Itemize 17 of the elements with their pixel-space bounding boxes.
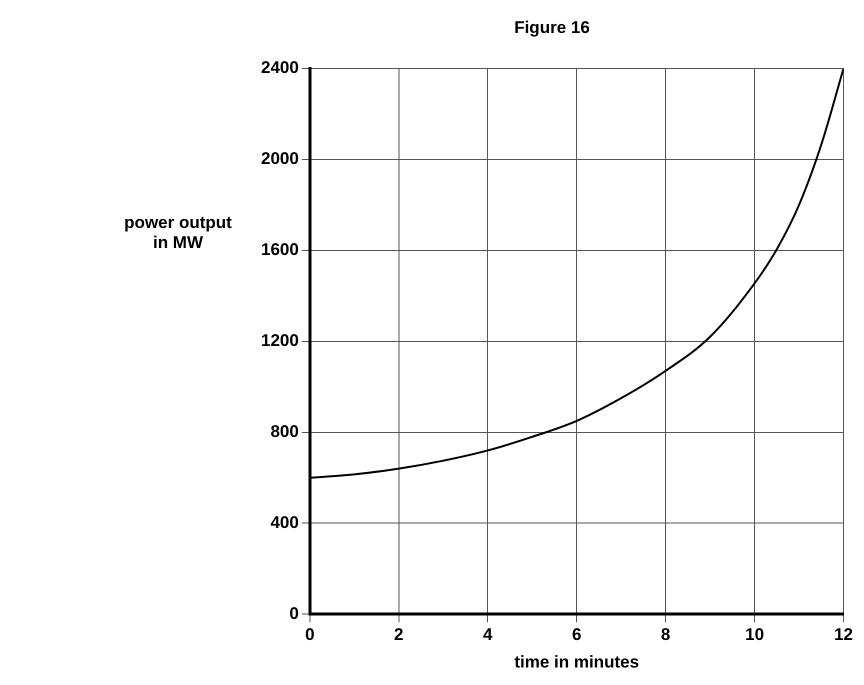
x-tick-label: 0 [305, 625, 315, 644]
y-tick-label: 2000 [260, 149, 299, 168]
y-tick-label: 1600 [260, 240, 299, 260]
x-tick-label: 4 [482, 625, 493, 644]
y-tick-label: 800 [270, 422, 299, 441]
y-axis-title: power output in MW [123, 213, 233, 253]
y-tick-label: 0 [289, 604, 299, 623]
x-tick-label: 6 [572, 625, 582, 644]
y-tick-label: 1200 [260, 330, 299, 350]
x-tick-label: 2 [394, 625, 404, 644]
x-tick-label: 10 [745, 625, 764, 644]
x-tick-label: 8 [660, 625, 670, 644]
x-tick-label: 12 [834, 625, 854, 644]
chart-title: Figure 16 [514, 18, 590, 37]
y-tick-label: 400 [270, 512, 299, 532]
y-tick-label: 2400 [260, 58, 299, 78]
x-axis-title: time in minutes [514, 652, 640, 672]
